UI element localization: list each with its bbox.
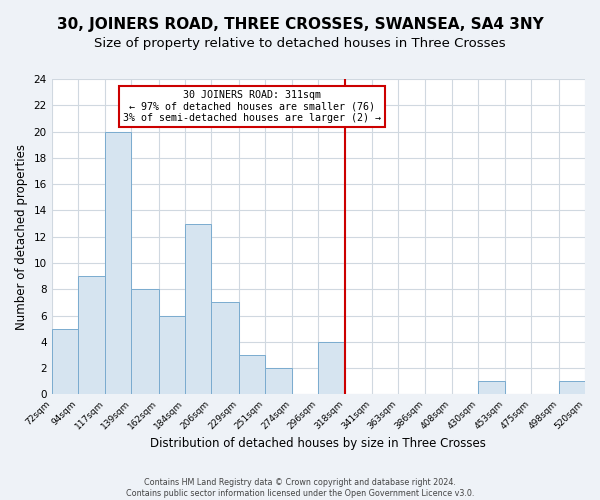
Text: 30, JOINERS ROAD, THREE CROSSES, SWANSEA, SA4 3NY: 30, JOINERS ROAD, THREE CROSSES, SWANSEA… (56, 18, 544, 32)
Bar (52, 329, 78, 394)
Text: Size of property relative to detached houses in Three Crosses: Size of property relative to detached ho… (94, 38, 506, 51)
Bar (319, 342, 344, 394)
Bar (105, 132, 131, 394)
Bar (559, 382, 585, 394)
Bar (239, 355, 265, 395)
Bar (131, 290, 159, 395)
Bar (265, 368, 292, 394)
Bar (159, 316, 185, 394)
X-axis label: Distribution of detached houses by size in Three Crosses: Distribution of detached houses by size … (151, 437, 486, 450)
Bar (211, 302, 239, 394)
Text: 30 JOINERS ROAD: 311sqm
← 97% of detached houses are smaller (76)
3% of semi-det: 30 JOINERS ROAD: 311sqm ← 97% of detache… (122, 90, 380, 122)
Bar (185, 224, 211, 394)
Bar (78, 276, 105, 394)
Y-axis label: Number of detached properties: Number of detached properties (15, 144, 28, 330)
Text: Contains HM Land Registry data © Crown copyright and database right 2024.
Contai: Contains HM Land Registry data © Crown c… (126, 478, 474, 498)
Bar (478, 382, 505, 394)
